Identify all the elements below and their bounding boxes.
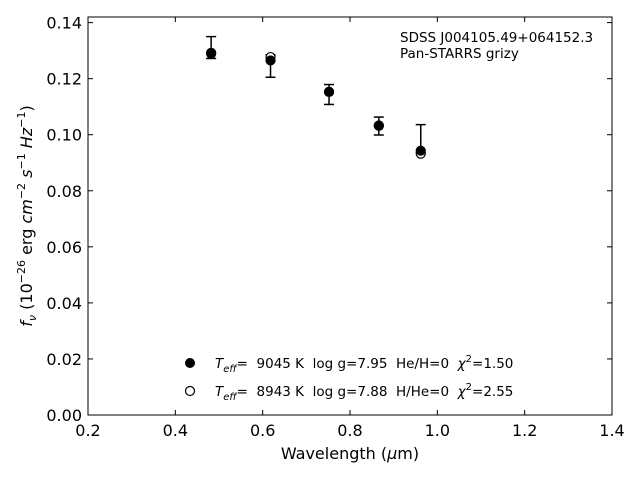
y-tick-label: 0.06 [46,238,82,257]
data-point-filled [265,55,276,66]
y-tick-label: 0.14 [46,14,82,33]
data-point-filled [323,86,335,97]
x-axis-title: Wavelength (μm) [281,444,419,463]
y-tick-label: 0.10 [46,126,82,145]
annotation-object-name: SDSS J004105.49+064152.3 [400,30,593,46]
x-tick-label: 1.0 [425,421,450,440]
data-point-filled [373,120,384,131]
y-axis-ticks: 0.00 0.02 0.04 0.06 0.08 0.10 0.12 0.14 [46,14,612,425]
y-tick-label: 0.00 [46,406,82,425]
annotation-survey-name: Pan-STARRS grizy [400,46,519,62]
legend: Teff= 9045 K log g=7.95 He/H=0 χ2=1.50 T… [184,354,513,403]
legend-entry-1: Teff= 9045 K log g=7.95 He/H=0 χ2=1.50 [215,354,513,375]
x-axis-ticks: 0.2 0.4 0.6 0.8 1.0 1.2 1.4 [75,17,625,440]
x-tick-label: 0.8 [337,421,362,440]
error-bars [206,35,426,154]
legend-entry-2: Teff= 8943 K log g=7.88 H/He=0 χ2=2.55 [215,382,513,403]
y-axis-title: fν (10−26 erg cm−2 s−1 Hz−1) [15,105,39,326]
y-tick-label: 0.04 [46,294,82,313]
data-point-filled [415,145,426,156]
y-tick-label: 0.08 [46,182,82,201]
y-tick-label: 0.02 [46,350,82,369]
x-tick-label: 1.4 [599,421,624,440]
data-point-filled [206,47,217,58]
legend-marker-open [184,385,196,397]
data-points [206,47,426,159]
x-tick-label: 1.2 [512,421,537,440]
x-tick-label: 0.4 [163,421,188,440]
y-tick-label: 0.12 [46,70,82,89]
legend-marker-filled [185,358,195,368]
x-tick-label: 0.2 [75,421,100,440]
x-tick-label: 0.6 [250,421,275,440]
